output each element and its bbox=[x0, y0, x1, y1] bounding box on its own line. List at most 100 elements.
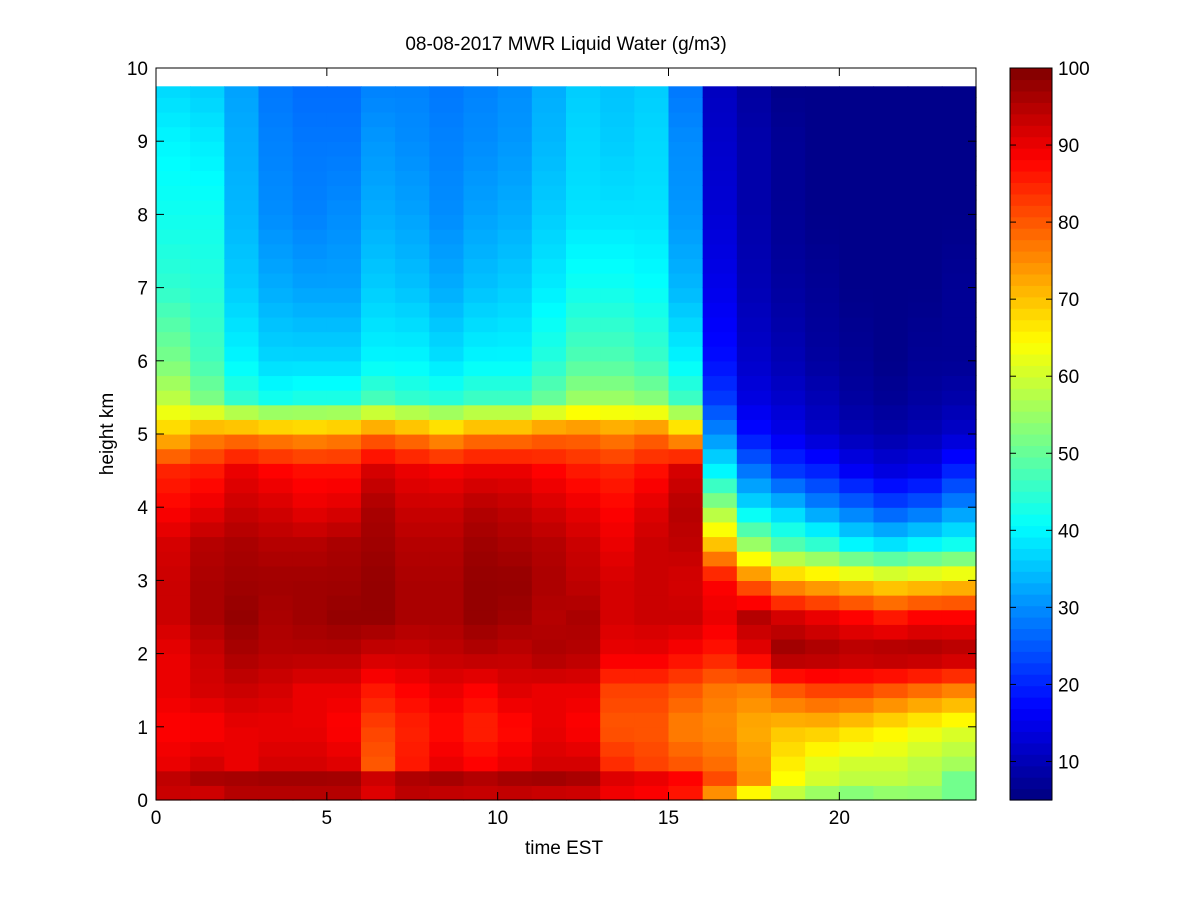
heatmap-cell bbox=[600, 331, 635, 347]
heatmap-cell bbox=[429, 712, 465, 728]
heatmap-cell bbox=[395, 741, 430, 757]
heatmap-cell bbox=[873, 170, 909, 186]
heatmap-cell bbox=[497, 155, 533, 172]
heatmap-cell bbox=[361, 712, 396, 728]
heatmap-cell bbox=[634, 492, 670, 508]
heatmap-cell bbox=[224, 229, 260, 245]
heatmap-cell bbox=[497, 360, 533, 377]
heatmap-cell bbox=[497, 536, 533, 552]
heatmap-cell bbox=[941, 565, 977, 581]
heatmap-cell bbox=[668, 272, 704, 289]
heatmap-cell bbox=[429, 448, 465, 464]
colorbar-band bbox=[1010, 285, 1052, 298]
heatmap-cell bbox=[156, 653, 191, 669]
heatmap-cell bbox=[771, 668, 806, 684]
heatmap-cell bbox=[736, 785, 772, 801]
heatmap-cell bbox=[361, 536, 396, 552]
heatmap-cell bbox=[326, 785, 362, 801]
heatmap-cell bbox=[600, 595, 635, 611]
heatmap-cell bbox=[395, 141, 430, 157]
heatmap-cell bbox=[566, 785, 601, 801]
heatmap-cell bbox=[702, 258, 738, 274]
heatmap-cell bbox=[156, 448, 191, 464]
heatmap-cell bbox=[839, 638, 875, 655]
heatmap-cell bbox=[600, 86, 635, 98]
heatmap-cell bbox=[702, 375, 738, 391]
heatmap-cell bbox=[941, 302, 977, 318]
heatmap-cell bbox=[736, 712, 772, 728]
heatmap-cell bbox=[224, 170, 260, 186]
heatmap-cell bbox=[463, 316, 499, 333]
heatmap-cell bbox=[292, 86, 328, 98]
heatmap-cell bbox=[702, 580, 738, 596]
heatmap-cell bbox=[839, 712, 875, 728]
heatmap-cell bbox=[566, 521, 601, 538]
heatmap-cell bbox=[907, 243, 943, 259]
heatmap-cell bbox=[702, 492, 738, 508]
heatmap-cell bbox=[156, 170, 191, 186]
heatmap-cell bbox=[600, 97, 635, 113]
heatmap-cell bbox=[771, 726, 806, 743]
heatmap-cell bbox=[497, 141, 533, 157]
heatmap-cell bbox=[941, 682, 977, 699]
heatmap-cell bbox=[395, 536, 430, 552]
heatmap-cell bbox=[941, 111, 977, 128]
colorbar-band bbox=[1010, 708, 1052, 721]
heatmap-cell bbox=[156, 258, 191, 274]
colorbar-band bbox=[1010, 182, 1052, 195]
heatmap-cell bbox=[702, 97, 738, 113]
heatmap-cell bbox=[292, 346, 328, 362]
heatmap-cell bbox=[566, 551, 601, 567]
heatmap-cell bbox=[156, 243, 191, 259]
heatmap-cell bbox=[600, 302, 635, 318]
heatmap-cell bbox=[429, 609, 465, 625]
heatmap-cell bbox=[873, 111, 909, 128]
heatmap-cell bbox=[224, 477, 260, 494]
heatmap-cell bbox=[395, 185, 430, 201]
colorbar-tick-label: 40 bbox=[1058, 521, 1079, 542]
heatmap-cell bbox=[463, 302, 499, 318]
heatmap-cell bbox=[497, 624, 533, 640]
heatmap-cell bbox=[566, 624, 601, 640]
heatmap-cell bbox=[668, 595, 704, 611]
heatmap-cell bbox=[907, 185, 943, 201]
heatmap-cell bbox=[190, 272, 225, 289]
colorbar-band bbox=[1010, 342, 1052, 355]
heatmap-cell bbox=[736, 434, 772, 450]
heatmap-cell bbox=[531, 331, 567, 347]
y-tick-label: 3 bbox=[137, 571, 148, 592]
heatmap-cell bbox=[395, 155, 430, 172]
heatmap-cell bbox=[429, 624, 465, 640]
heatmap-cell bbox=[190, 419, 225, 435]
heatmap-cell bbox=[771, 141, 806, 157]
colorbar-band bbox=[1010, 662, 1052, 675]
heatmap-cell bbox=[497, 86, 533, 98]
heatmap-cell bbox=[634, 507, 670, 523]
heatmap-cell bbox=[361, 434, 396, 450]
heatmap-cell bbox=[771, 111, 806, 128]
heatmap-cell bbox=[497, 419, 533, 435]
heatmap-cell bbox=[702, 682, 738, 699]
heatmap-cell bbox=[326, 126, 362, 142]
heatmap-cell bbox=[224, 375, 260, 391]
heatmap-cell bbox=[941, 624, 977, 640]
heatmap-cell bbox=[190, 477, 225, 494]
heatmap-cell bbox=[429, 682, 465, 699]
heatmap-cell bbox=[292, 624, 328, 640]
heatmap-cell bbox=[156, 785, 191, 801]
heatmap-cell bbox=[258, 390, 294, 406]
heatmap-cell bbox=[941, 492, 977, 508]
heatmap-cell bbox=[531, 316, 567, 333]
heatmap-cell bbox=[702, 638, 738, 655]
heatmap-cell bbox=[805, 770, 840, 786]
heatmap-cell bbox=[566, 712, 601, 728]
heatmap-cell bbox=[771, 756, 806, 772]
heatmap-cell bbox=[463, 243, 499, 259]
heatmap-cell bbox=[361, 141, 396, 157]
heatmap-cell bbox=[566, 346, 601, 362]
heatmap-cell bbox=[702, 434, 738, 450]
heatmap-cell bbox=[258, 668, 294, 684]
heatmap-cell bbox=[190, 609, 225, 625]
heatmap-cell bbox=[361, 682, 396, 699]
heatmap-cell bbox=[736, 463, 772, 479]
